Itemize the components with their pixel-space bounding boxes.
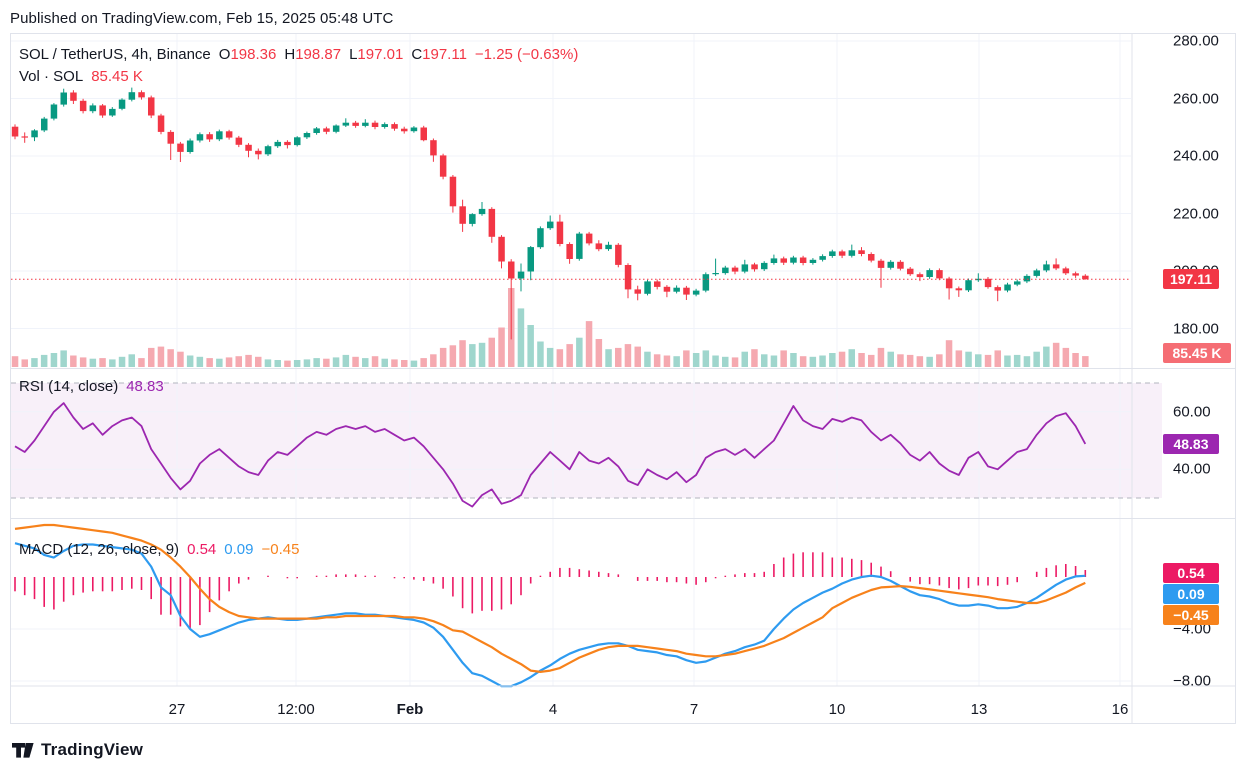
change-value: −1.25 (−0.63%) — [474, 46, 579, 63]
macd-line-value: 0.09 — [224, 541, 254, 558]
rsi-axis-label: 40.00 — [1173, 460, 1211, 478]
macd-label: MACD (12, 26, close, 9) — [19, 541, 180, 558]
macd-hist-badge: 0.54 — [1163, 563, 1219, 583]
symbol-text: SOL / TetherUS, 4h, Binance — [19, 46, 211, 63]
tradingview-mark-icon — [12, 742, 34, 758]
volume-value: 85.45 K — [91, 68, 143, 85]
rsi-axis-label: 60.00 — [1173, 403, 1211, 421]
rsi-value: 48.83 — [126, 378, 164, 395]
volume-label: Vol · SOL — [19, 68, 84, 85]
chart-snapshot: SOL / TetherUS, 4h, Binance O198.36 H198… — [10, 33, 1236, 724]
time-axis-label: 13 — [970, 701, 988, 718]
time-axis-label: 4 — [548, 701, 558, 718]
rsi-label: RSI (14, close) — [19, 378, 119, 395]
chart-canvas — [11, 34, 1235, 723]
price-axis-label: 240.00 — [1173, 147, 1219, 165]
time-axis-label: 16 — [1111, 701, 1129, 718]
time-axis-label: Feb — [396, 701, 424, 718]
open-value: O198.36 — [218, 46, 277, 63]
time-axis-label: 12:00 — [277, 701, 315, 718]
macd-signal-value: −0.45 — [261, 541, 300, 558]
volume-badge: 85.45 K — [1163, 343, 1231, 363]
macd-line-badge: 0.09 — [1163, 584, 1219, 604]
time-axis-label: 7 — [689, 701, 699, 718]
time-axis-label: 10 — [828, 701, 846, 718]
macd-legend: MACD (12, 26, close, 9) 0.54 0.09 −0.45 — [19, 541, 299, 558]
tradingview-logo-text: TradingView — [41, 740, 144, 759]
rsi-legend: RSI (14, close) 48.83 — [19, 378, 164, 395]
time-axis-label: 27 — [168, 701, 186, 718]
last-price-badge: 197.11 — [1163, 269, 1219, 290]
close-value: C197.11 — [411, 46, 467, 63]
rsi-badge: 48.83 — [1163, 433, 1219, 454]
macd-axis-label: −8.00 — [1173, 672, 1211, 690]
price-axis-label: 260.00 — [1173, 90, 1219, 107]
symbol-legend: SOL / TetherUS, 4h, Binance O198.36 H198… — [19, 46, 578, 63]
price-axis-label: 280.00 — [1173, 32, 1219, 50]
volume-legend: Vol · SOL 85.45 K — [19, 68, 143, 85]
price-axis-label: 180.00 — [1173, 320, 1219, 337]
macd-signal-badge: −0.45 — [1163, 605, 1219, 625]
tradingview-logo[interactable]: TradingView — [12, 740, 143, 760]
price-axis-label: 220.00 — [1173, 205, 1219, 222]
published-header: Published on TradingView.com, Feb 15, 20… — [10, 10, 394, 27]
low-value: L197.01 — [349, 46, 404, 63]
high-value: H198.87 — [284, 46, 342, 63]
macd-hist-value: 0.54 — [187, 541, 217, 558]
